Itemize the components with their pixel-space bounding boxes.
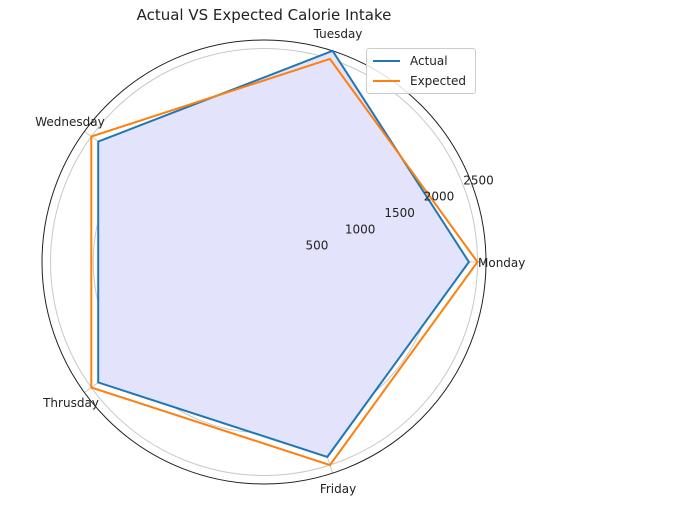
category-label-monday: Monday	[478, 256, 525, 270]
legend-swatch-expected	[373, 80, 400, 82]
series-line-expected	[90, 57, 479, 467]
chart-legend: Actual Expected	[366, 48, 476, 94]
radar-labels: Monday Tuesday Wednesday Thrusday Friday 500 1…	[35, 27, 525, 496]
radial-tick-label-1000: 1000	[345, 222, 376, 236]
category-label-thrusday: Thrusday	[42, 396, 99, 410]
radial-tick-label-2500: 2500	[463, 173, 494, 187]
fill-area-actual	[98, 50, 469, 457]
legend-swatch-actual	[373, 60, 400, 62]
polar-frame	[41, 39, 487, 485]
category-label-tuesday: Tuesday	[313, 27, 363, 41]
radial-tick-label-500: 500	[305, 239, 328, 253]
legend-label-actual: Actual	[410, 54, 448, 68]
legend-item-actual: Actual	[373, 52, 448, 70]
radar-fill	[98, 50, 469, 457]
radial-tick-label-2000: 2000	[424, 190, 455, 204]
series-line-actual	[97, 49, 471, 459]
chart-title: Actual VS Expected Calorie Intake	[137, 6, 392, 24]
category-label-friday: Friday	[320, 482, 356, 496]
category-label-wednesday: Wednesday	[35, 115, 104, 129]
radial-tick-label-1500: 1500	[384, 206, 415, 220]
legend-label-expected: Expected	[410, 74, 466, 88]
radar-series	[90, 49, 479, 467]
legend-item-expected: Expected	[373, 72, 466, 90]
